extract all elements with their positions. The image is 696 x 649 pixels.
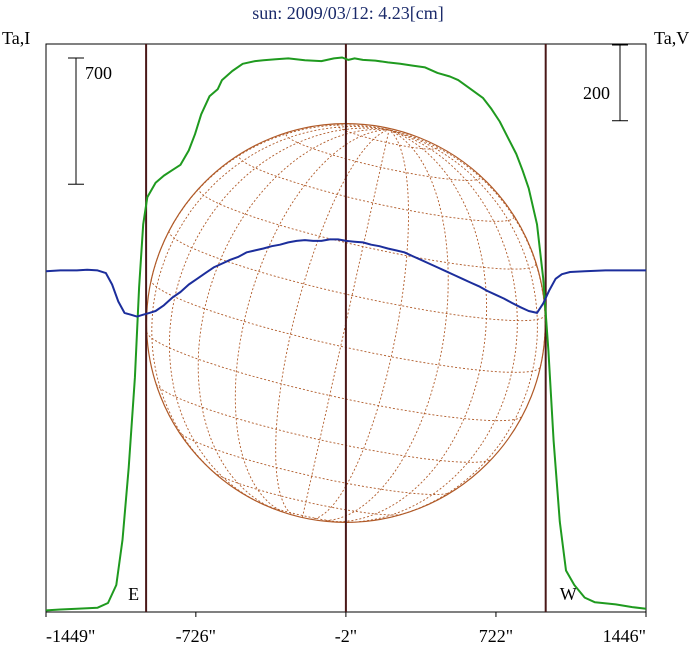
longitude-line: [151, 126, 390, 480]
longitude-line: [197, 128, 390, 510]
longitude-line: [275, 129, 390, 516]
limb-label-w: W: [560, 584, 577, 604]
series-line-ta-v: [45, 238, 646, 318]
limb-label-e: E: [128, 584, 139, 604]
axes: -1449" -726" -2" 722" 1446" Ta,I Ta,V 700 200: [2, 28, 689, 646]
latitude-line: [178, 431, 451, 495]
longitude-line: [331, 129, 488, 523]
x-tick-label: 722": [479, 626, 513, 646]
x-tick-label: -726": [176, 626, 216, 646]
right-scale-bar-label: 200: [583, 83, 610, 103]
left-axis-label: Ta,I: [2, 28, 30, 48]
longitude-line: [388, 129, 538, 518]
longitude-line: [301, 129, 390, 518]
x-tick-label: -2": [335, 626, 357, 646]
left-scale-bar-label: 700: [85, 63, 112, 83]
longitude-line: [310, 129, 409, 520]
right-axis-label: Ta,V: [654, 28, 689, 48]
chart-title: sun: 2009/03/12: 4.23[cm]: [252, 3, 444, 23]
series-line-ta-i: [45, 56, 647, 612]
data-series: [45, 56, 647, 612]
x-tick-label: 1446": [603, 626, 646, 646]
latitude-line: [213, 471, 402, 516]
longitude-line: [168, 127, 390, 504]
latitude-line: [238, 153, 515, 222]
longitude-line: [347, 129, 518, 523]
x-tick-label: -1449": [46, 626, 95, 646]
latitude-line: [285, 131, 482, 181]
latitude-line: [155, 383, 492, 463]
